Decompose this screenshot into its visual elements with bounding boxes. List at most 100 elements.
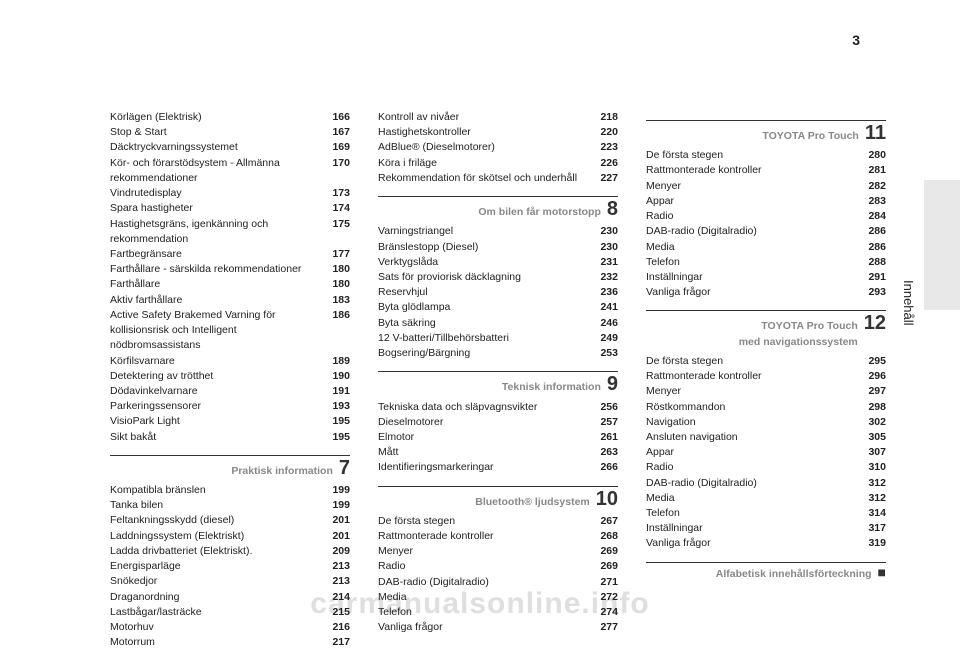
toc-entry-label: Sikt bakåt [110,430,326,445]
section-number: 11 [865,123,886,143]
toc-entry-page: 193 [326,399,350,414]
toc-entry-label: Inställningar [646,270,862,285]
toc-entry: Aktiv farthållare183 [110,293,350,308]
toc-entry-label: De första stegen [646,354,862,369]
toc-entry: Menyer269 [378,544,618,559]
toc-entry: Identifieringsmarkeringar266 [378,460,618,475]
toc-entry-page: 214 [326,590,350,605]
toc-entry-page: 246 [594,316,618,331]
toc-entry: Stop & Start167 [110,125,350,140]
toc-entry-label: Vanliga frågor [646,285,862,300]
toc-entry-label: Dieselmotorer [378,415,594,430]
toc-entry-page: 297 [862,384,886,399]
toc-entry-label: Media [646,491,862,506]
toc-entry-label: Rattmonterade kontroller [646,163,862,178]
toc-entry-page: 191 [326,384,350,399]
section-title: TOYOTA Pro Touch [762,129,858,144]
toc-entry: Radio310 [646,460,886,475]
toc-entry-label: Bogsering/Bärgning [378,346,594,361]
toc-entry-label: DAB-radio (Digitalradio) [646,224,862,239]
section-title: Om bilen får motorstopp [478,205,601,220]
toc-entry-label: Stop & Start [110,125,326,140]
toc-entry-label: Varningstriangel [378,224,594,239]
toc-entry: Sats för proviorisk däcklagning232 [378,270,618,285]
toc-entry-page: 166 [326,110,350,125]
toc-entry: Kontroll av nivåer218 [378,110,618,125]
section-number: ■ [878,565,886,579]
toc-entry-label: Menyer [378,544,594,559]
toc-entry-page: 186 [326,308,350,354]
toc-entry-label: De första stegen [646,148,862,163]
toc-entry-page: 296 [862,369,886,384]
toc-entry: Verktygslåda231 [378,255,618,270]
section-number: 8 [607,199,618,219]
toc-entry: Mått263 [378,445,618,460]
toc-entry: Telefon274 [378,605,618,620]
toc-entry-page: 284 [862,209,886,224]
toc-entry-page: 209 [326,544,350,559]
toc-entry-label: Radio [646,209,862,224]
toc-entry-page: 295 [862,354,886,369]
toc-entry-label: Motorhuv [110,620,326,635]
toc-entry: Media272 [378,590,618,605]
toc-entry: Feltankningsskydd (diesel)201 [110,513,350,528]
toc-columns: Körlägen (Elektrisk)166Stop & Start167Dä… [110,110,886,650]
toc-entry-page: 291 [862,270,886,285]
toc-entry-page: 268 [594,529,618,544]
toc-entry-page: 263 [594,445,618,460]
side-label: Innehåll [901,280,916,326]
toc-entry-page: 286 [862,224,886,239]
toc-entry-page: 307 [862,445,886,460]
toc-entry-page: 199 [326,498,350,513]
toc-entry-page: 312 [862,476,886,491]
toc-entry-page: 277 [594,620,618,635]
toc-entry-label: Fartbegränsare [110,247,326,262]
toc-entry-label: Media [378,590,594,605]
toc-entry: Rattmonterade kontroller281 [646,163,886,178]
toc-entry-label: Kompatibla bränslen [110,483,326,498]
toc-entry-page: 302 [862,415,886,430]
toc-column: Kontroll av nivåer218Hastighetskontrolle… [378,110,618,650]
toc-entry: Tekniska data och släpvagnsvikter256 [378,400,618,415]
toc-entry-label: Röstkommandon [646,400,862,415]
toc-entry-label: Verktygslåda [378,255,594,270]
toc-entry-page: 293 [862,285,886,300]
toc-entry: VisioPark Light195 [110,414,350,429]
toc-entry: Active Safety Brakemed Varning för kolli… [110,308,350,354]
toc-entry: Sikt bakåt195 [110,430,350,445]
toc-entry: De första stegen280 [646,148,886,163]
toc-entry-page: 249 [594,331,618,346]
toc-entry-label: Appar [646,445,862,460]
toc-entry: Lastbågar/lasträcke215 [110,605,350,620]
toc-entry: Tanka bilen199 [110,498,350,513]
section-header: Teknisk information9 [378,371,618,395]
toc-entry-page: 319 [862,536,886,551]
toc-entry: Energisparläge213 [110,559,350,574]
toc-entry-page: 312 [862,491,886,506]
section-header: TOYOTA Pro Touchmed navigationssystem12 [646,310,886,349]
toc-entry-page: 170 [326,156,350,186]
toc-entry-label: Rattmonterade kontroller [378,529,594,544]
toc-entry-page: 241 [594,300,618,315]
toc-entry-label: Rattmonterade kontroller [646,369,862,384]
section-title: Praktisk information [231,464,333,479]
toc-entry: AdBlue® (Dieselmotorer)223 [378,140,618,155]
toc-entry: Farthållare180 [110,277,350,292]
toc-entry-page: 220 [594,125,618,140]
toc-entry: Varningstriangel230 [378,224,618,239]
toc-entry: Inställningar291 [646,270,886,285]
toc-entry-page: 199 [326,483,350,498]
section-header: Alfabetisk innehållsförteckning■ [646,562,886,582]
toc-entry-page: 227 [594,171,618,186]
toc-entry: Detektering av trötthet190 [110,369,350,384]
toc-entry: Parkeringssensorer193 [110,399,350,414]
toc-entry: Körfilsvarnare189 [110,354,350,369]
toc-entry: Rattmonterade kontroller296 [646,369,886,384]
toc-entry-label: De första stegen [378,514,594,529]
toc-entry-label: Laddningssystem (Elektriskt) [110,529,326,544]
toc-entry: Byta glödlampa241 [378,300,618,315]
section-title: TOYOTA Pro Touch [739,319,858,334]
toc-entry-label: Identifieringsmarkeringar [378,460,594,475]
toc-entry: Draganordning214 [110,590,350,605]
toc-entry-label: Spara hastigheter [110,201,326,216]
